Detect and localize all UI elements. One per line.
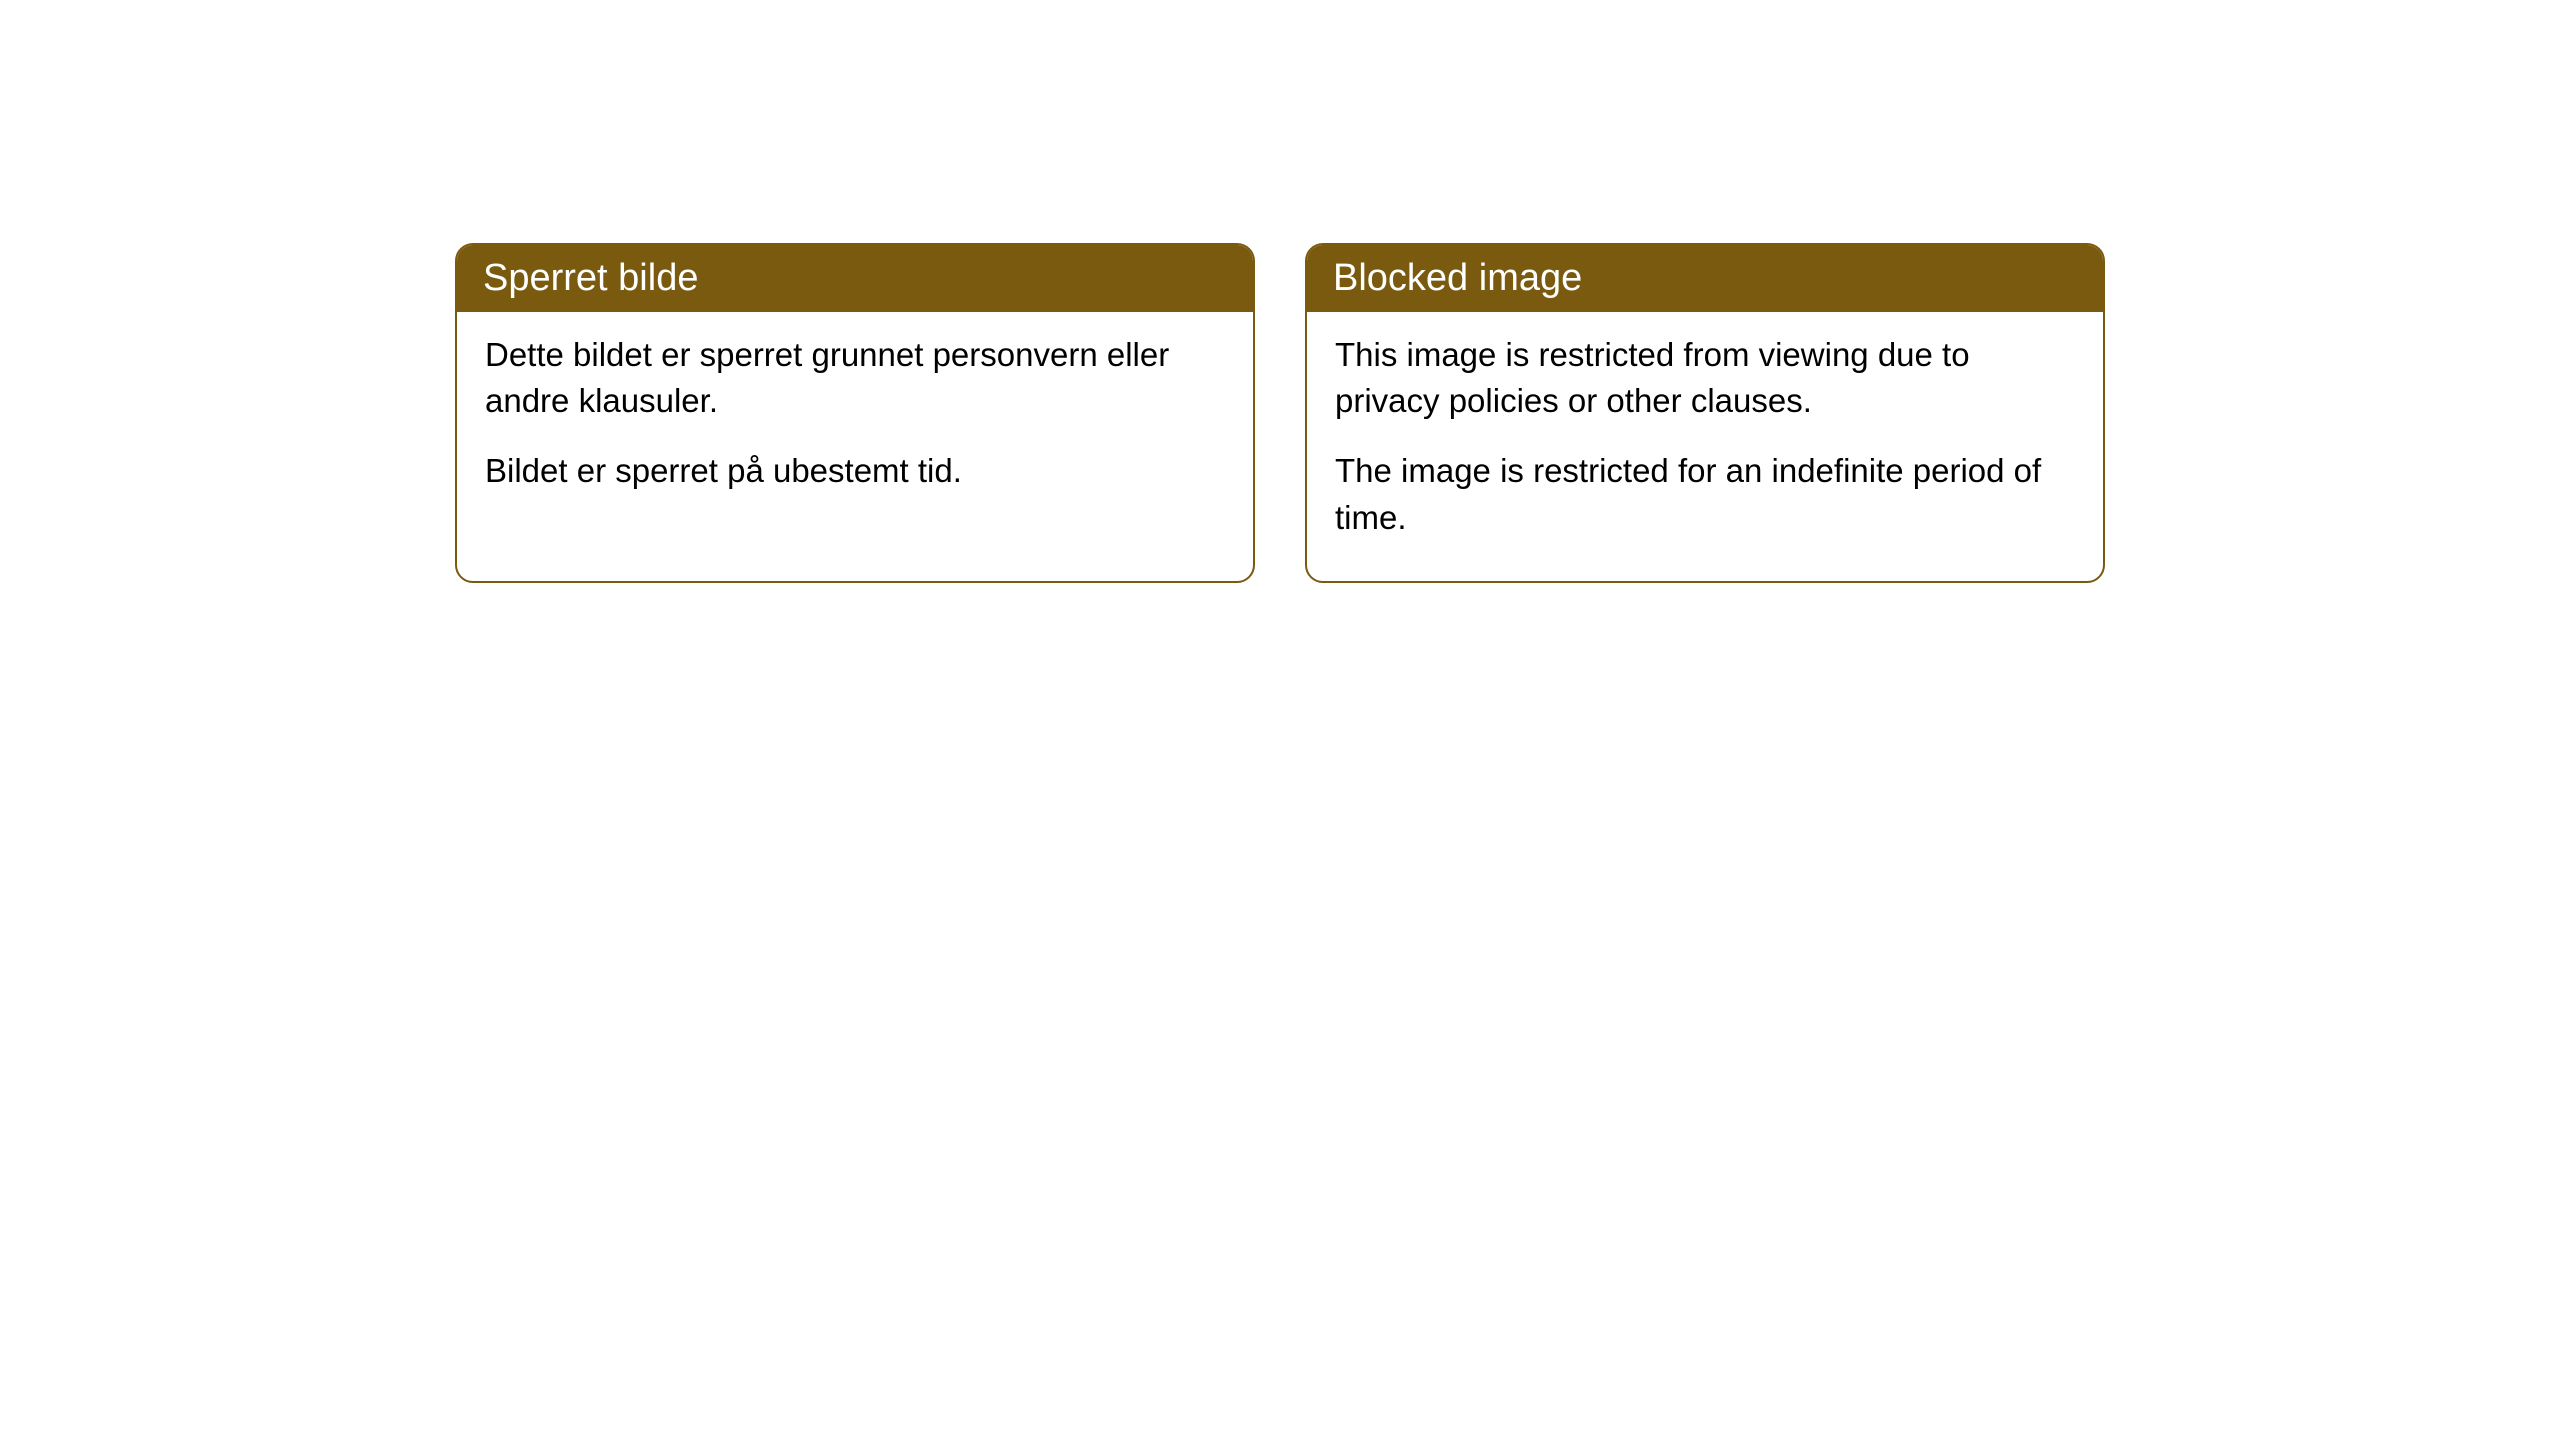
card-paragraph-en-2: The image is restricted for an indefinit… <box>1335 448 2075 540</box>
card-body-en: This image is restricted from viewing du… <box>1307 312 2103 581</box>
card-header-no: Sperret bilde <box>457 245 1253 312</box>
notice-cards-container: Sperret bilde Dette bildet er sperret gr… <box>455 243 2105 583</box>
card-body-no: Dette bildet er sperret grunnet personve… <box>457 312 1253 535</box>
card-paragraph-en-1: This image is restricted from viewing du… <box>1335 332 2075 424</box>
blocked-image-card-no: Sperret bilde Dette bildet er sperret gr… <box>455 243 1255 583</box>
card-paragraph-no-2: Bildet er sperret på ubestemt tid. <box>485 448 1225 494</box>
card-paragraph-no-1: Dette bildet er sperret grunnet personve… <box>485 332 1225 424</box>
card-title-en: Blocked image <box>1333 257 1582 299</box>
card-header-en: Blocked image <box>1307 245 2103 312</box>
blocked-image-card-en: Blocked image This image is restricted f… <box>1305 243 2105 583</box>
card-title-no: Sperret bilde <box>483 257 698 299</box>
